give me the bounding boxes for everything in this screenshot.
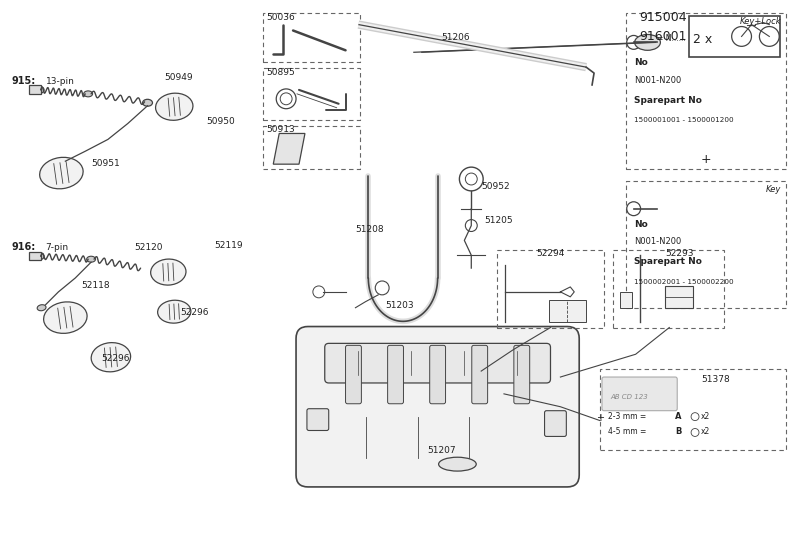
- Text: 52294: 52294: [537, 249, 565, 258]
- Bar: [666, 286, 693, 308]
- FancyBboxPatch shape: [296, 326, 579, 487]
- Ellipse shape: [142, 99, 153, 106]
- Text: 1500001001 - 1500001200: 1500001001 - 1500001200: [634, 116, 734, 123]
- Bar: [549, 300, 586, 321]
- Bar: [497, 250, 604, 328]
- Text: 51205: 51205: [484, 216, 513, 225]
- Text: +: +: [701, 153, 711, 166]
- Text: B: B: [675, 427, 682, 436]
- Text: 51207: 51207: [428, 446, 456, 455]
- FancyBboxPatch shape: [472, 346, 488, 404]
- FancyBboxPatch shape: [602, 377, 678, 410]
- Text: 51206: 51206: [442, 34, 470, 43]
- Text: 50951: 50951: [91, 159, 120, 168]
- Bar: [613, 250, 724, 328]
- Text: 51203: 51203: [385, 301, 414, 310]
- Text: A: A: [675, 412, 682, 421]
- Ellipse shape: [84, 91, 93, 97]
- Text: 1500002001 - 1500002200: 1500002001 - 1500002200: [634, 279, 734, 285]
- Text: 13-pin: 13-pin: [46, 77, 74, 86]
- Polygon shape: [274, 133, 305, 164]
- FancyBboxPatch shape: [307, 409, 329, 431]
- Text: Key+Lock: Key+Lock: [739, 17, 781, 26]
- Bar: [29, 252, 41, 260]
- Text: N001-N200: N001-N200: [634, 76, 681, 85]
- Text: x2: x2: [701, 412, 710, 421]
- Bar: [626, 181, 786, 308]
- Ellipse shape: [91, 343, 130, 372]
- Text: Sparepart No: Sparepart No: [634, 96, 702, 105]
- FancyBboxPatch shape: [346, 346, 362, 404]
- Text: No: No: [634, 58, 647, 67]
- Bar: [263, 125, 360, 169]
- Bar: [626, 13, 786, 169]
- Text: 52293: 52293: [666, 249, 694, 258]
- Text: 51378: 51378: [701, 375, 730, 384]
- Text: No: No: [634, 220, 647, 228]
- Text: 50949: 50949: [164, 73, 193, 82]
- Text: 52118: 52118: [81, 281, 110, 290]
- Text: 4-5 mm =: 4-5 mm =: [608, 427, 646, 436]
- FancyBboxPatch shape: [325, 343, 550, 383]
- Ellipse shape: [44, 302, 87, 333]
- Text: x2: x2: [701, 427, 710, 436]
- Text: 915:: 915:: [12, 76, 36, 86]
- Bar: [620, 292, 632, 308]
- Text: = N......: = N......: [658, 34, 686, 43]
- Bar: [689, 16, 780, 57]
- Text: 7-pin: 7-pin: [46, 243, 69, 253]
- Text: 2 x: 2 x: [693, 34, 712, 46]
- Text: 50036: 50036: [266, 13, 295, 22]
- Ellipse shape: [438, 457, 476, 471]
- Bar: [600, 369, 786, 450]
- Ellipse shape: [86, 256, 95, 262]
- Text: 52296: 52296: [180, 307, 209, 316]
- Text: 52119: 52119: [214, 241, 242, 250]
- Text: 52120: 52120: [134, 243, 163, 253]
- FancyBboxPatch shape: [514, 346, 530, 404]
- Text: N001-N200: N001-N200: [634, 237, 681, 246]
- Text: 916:: 916:: [12, 242, 36, 253]
- Ellipse shape: [158, 300, 191, 323]
- Text: 50952: 50952: [481, 182, 510, 191]
- Text: 916001: 916001: [639, 30, 687, 44]
- Text: 50950: 50950: [206, 116, 234, 125]
- FancyBboxPatch shape: [388, 346, 403, 404]
- Ellipse shape: [37, 305, 46, 311]
- Bar: [263, 13, 360, 62]
- Text: +: +: [596, 413, 604, 423]
- Text: 51208: 51208: [355, 226, 384, 235]
- Ellipse shape: [40, 157, 83, 189]
- Text: 52296: 52296: [101, 354, 130, 363]
- Text: AB CD 123: AB CD 123: [610, 394, 648, 400]
- FancyBboxPatch shape: [430, 346, 446, 404]
- Ellipse shape: [35, 253, 44, 260]
- Bar: [263, 68, 360, 120]
- Text: 2-3 mm =: 2-3 mm =: [608, 412, 646, 421]
- Ellipse shape: [35, 86, 44, 94]
- FancyBboxPatch shape: [545, 410, 566, 436]
- Ellipse shape: [150, 259, 186, 285]
- Text: 50913: 50913: [266, 125, 295, 134]
- Text: 50895: 50895: [266, 68, 295, 77]
- Ellipse shape: [634, 35, 660, 50]
- Text: Key: Key: [766, 185, 781, 194]
- Text: 915004: 915004: [639, 11, 687, 24]
- Ellipse shape: [155, 93, 193, 120]
- Text: Sparepart No: Sparepart No: [634, 257, 702, 266]
- Bar: [29, 85, 41, 94]
